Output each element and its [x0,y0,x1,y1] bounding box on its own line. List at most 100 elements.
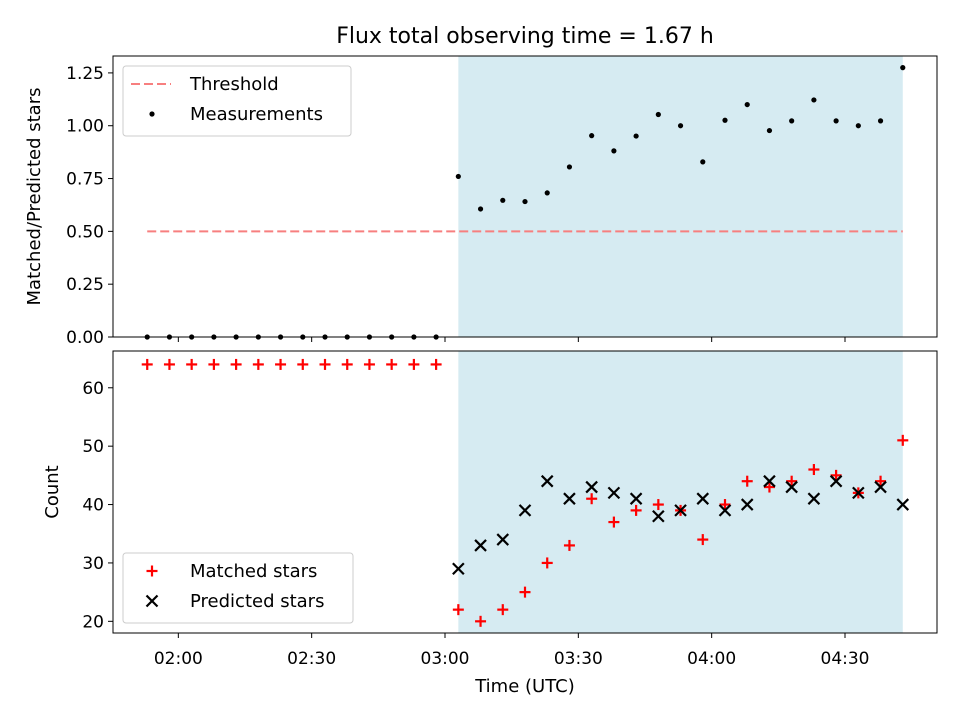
matched-stars-point [519,586,531,598]
predicted-stars-point [474,539,487,552]
xtick-label: 03:30 [554,649,603,669]
matched-stars-point [319,358,331,370]
measurements-point [811,97,817,103]
matched-stars-point [186,358,198,370]
measurements-point [833,118,839,124]
measurements-point [455,173,461,180]
matched-stars-point [763,481,775,493]
matched-stars-point [208,358,220,370]
xtick-label: 04:00 [687,649,736,669]
predicted-stars-point [607,486,621,500]
predicted-stars-point [740,498,754,511]
matched-stars-point [497,604,509,616]
measurements-point [544,190,550,196]
measurements-point [877,118,884,124]
count-panel-legend-frame [122,552,354,624]
matched-stars-point [408,358,420,370]
count-panel-frame [112,350,938,634]
ratio-panel-ytick-label: 0.75 [66,170,104,190]
predicted-stars-point [696,492,710,505]
xtick-label: 04:30 [821,649,870,669]
count-panel-ylabel: Count [42,465,63,518]
matched-stars-point [341,358,353,370]
measurements-point [611,148,617,154]
predicted-stars-point [852,486,865,500]
xtick-label: 02:30 [287,649,336,669]
ratio-panel-ytick-label: 0.25 [66,275,104,295]
measurements-point [900,65,906,71]
chart-title: Flux total observing time = 1.67 h [336,24,714,49]
matched-stars-point [608,516,620,528]
matched-stars-point [141,358,153,370]
measurements-point [789,118,795,124]
ratio-panel-ytick-label: 1.00 [66,117,104,137]
predicted-stars-point [563,492,576,505]
predicted-stars-point [807,492,821,505]
predicted-stars-point [496,533,510,546]
predicted-stars-point [652,509,665,523]
predicted-stars-point [763,474,776,488]
ratio-panel-observing-window [458,56,903,337]
matched-stars-point [430,358,442,370]
xtick-label: 02:00 [154,649,203,669]
matched-stars-point [275,358,287,370]
xtick-label: 03:00 [421,649,470,669]
matched-stars-point [630,504,642,516]
measurements-point [722,117,728,123]
predicted-stars-point [896,498,910,511]
matched-stars-point [163,358,175,370]
measurements-point [677,123,684,129]
count-panel-ytick-label: 50 [82,437,104,457]
count-panel-legend: Matched stars Predicted stars [122,552,354,624]
ratio-panel: 0.00 0.25 0.50 0.75 1.00 1.25 Matched/Predict… [24,55,938,348]
predicted-stars-point [629,492,643,505]
count-panel-ytick-label: 20 [82,612,104,632]
measurements-point [655,111,661,118]
measurements-point [744,101,750,108]
ratio-panel-ytick-label: 1.25 [66,64,104,84]
matched-stars-point [252,358,264,370]
predicted-stars-point [874,480,887,494]
measurements-point [855,123,861,129]
matched-stars-point [741,475,753,487]
count-panel: 20 30 40 50 60 02:00 02:30 03:00 03:30 04:00 04:3… [42,350,938,669]
measurements-point [500,197,506,203]
matched-stars-point [875,475,887,487]
matched-stars-point [386,358,398,370]
matched-stars-point [475,615,487,627]
matched-stars-legend-swatch [146,565,158,577]
measurements-legend-label: Measurements [190,104,323,125]
ratio-panel-ylabel: Matched/Predicted stars [24,88,45,306]
predicted-stars-point [540,474,554,488]
matched-stars-point [719,499,731,511]
predicted-stars-point [718,504,732,517]
ratio-panel-ytick-label: 0.50 [66,222,104,242]
measurements-point [766,127,773,134]
measurements-point [700,159,706,165]
matched-stars-legend-label: Matched stars [190,561,317,582]
predicted-stars-point [585,480,598,494]
matched-stars-point [697,534,709,546]
x-axis-label: Time (UTC) [474,676,575,697]
count-panel-ytick-label: 60 [82,379,104,399]
threshold-legend-label: Threshold [189,74,279,95]
predicted-stars-point [452,562,465,576]
matched-stars-point [652,499,664,511]
matched-stars-point [830,469,842,481]
measurements-point [522,198,528,205]
measurements-legend-swatch [149,111,155,117]
matched-stars-point [897,434,909,446]
predicted-stars-point [785,480,798,494]
count-panel-ytick-label: 30 [82,554,104,574]
matched-stars-point [586,493,598,505]
matched-stars-point [230,358,242,370]
matched-stars-point [452,604,464,616]
matched-stars-point [786,475,798,487]
ratio-panel-legend-frame [122,65,352,137]
predicted-stars-point [674,504,687,517]
matched-stars-point [541,557,553,569]
predicted-stars-legend-swatch [145,594,159,608]
ratio-panel-ytick-label: 0.00 [66,328,104,348]
count-panel-observing-window [458,351,903,633]
